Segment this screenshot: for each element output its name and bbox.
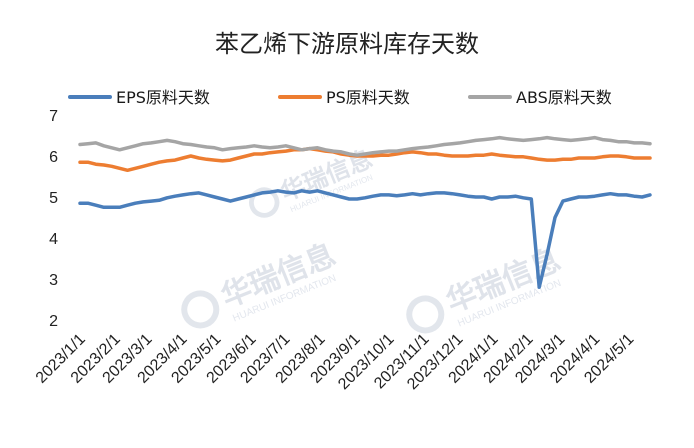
series-line	[78, 189, 652, 289]
legend-item: PS原料天数	[278, 88, 410, 107]
y-tick-label: 7	[49, 108, 58, 125]
x-axis: 2023/1/12023/2/12023/3/12023/4/12023/5/1…	[33, 331, 638, 393]
y-axis: 2 3 4 5 6 7	[49, 108, 58, 330]
series-layer	[78, 135, 652, 289]
series-line	[78, 146, 652, 173]
legend-item: EPS原料天数	[68, 88, 210, 107]
watermark-logo-icon	[181, 290, 220, 329]
y-tick-label: 6	[49, 149, 58, 166]
legend-label: EPS原料天数	[116, 88, 210, 107]
y-tick-label: 4	[49, 231, 58, 248]
y-tick-label: 2	[49, 313, 58, 330]
chart-title: 苯乙烯下游原料库存天数	[215, 30, 479, 58]
series-line	[78, 135, 652, 157]
legend: EPS原料天数 PS原料天数 ABS原料天数	[68, 88, 612, 107]
legend-item: ABS原料天数	[468, 88, 612, 107]
watermark-logo-icon	[249, 187, 280, 218]
y-tick-label: 5	[49, 190, 58, 207]
watermark-logo-icon	[406, 295, 445, 334]
legend-label: ABS原料天数	[516, 88, 612, 107]
y-tick-label: 3	[49, 272, 58, 289]
legend-label: PS原料天数	[326, 88, 410, 107]
